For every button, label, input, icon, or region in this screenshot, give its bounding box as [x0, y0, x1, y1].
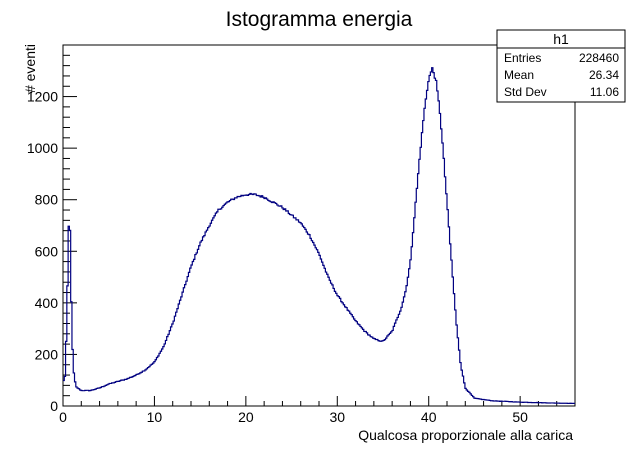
x-axis-label: Qualcosa proporzionale alla carica — [358, 427, 573, 443]
y-tick-label: 800 — [35, 192, 59, 208]
y-tick-label: 0 — [50, 398, 58, 414]
stats-mean-label: Mean — [504, 68, 534, 82]
stats-entries-label: Entries — [504, 51, 541, 65]
stats-histogram-name: h1 — [553, 31, 569, 47]
y-axis-label: # eventi — [22, 44, 38, 93]
stats-mean-value: 26.34 — [589, 68, 619, 82]
stats-entries-value: 228460 — [579, 51, 619, 65]
y-tick-label: 600 — [35, 243, 59, 259]
x-tick-label: 20 — [238, 409, 254, 425]
y-tick-label: 1000 — [27, 140, 58, 156]
y-tick-label: 200 — [35, 346, 59, 362]
stats-box-frame — [496, 29, 626, 103]
y-tick-label: 1200 — [27, 89, 58, 105]
histogram-series-line — [63, 67, 575, 405]
y-tick-label: 400 — [35, 295, 59, 311]
x-tick-label: 10 — [147, 409, 163, 425]
x-tick-label: 0 — [59, 409, 67, 425]
chart-title: Istogramma energia — [226, 8, 413, 31]
x-tick-label: 50 — [512, 409, 528, 425]
stats-std-value: 11.06 — [590, 85, 619, 99]
stats-std-label: Std Dev — [504, 85, 547, 99]
stats-box: h1 Entries 228460 Mean 26.34 Std Dev 11.… — [496, 29, 626, 103]
x-tick-label: 30 — [329, 409, 345, 425]
x-tick-label: 40 — [421, 409, 437, 425]
axis-tick-labels: 0 10 20 30 40 50 0 200 400 600 800 1000 1200 — [27, 89, 528, 425]
